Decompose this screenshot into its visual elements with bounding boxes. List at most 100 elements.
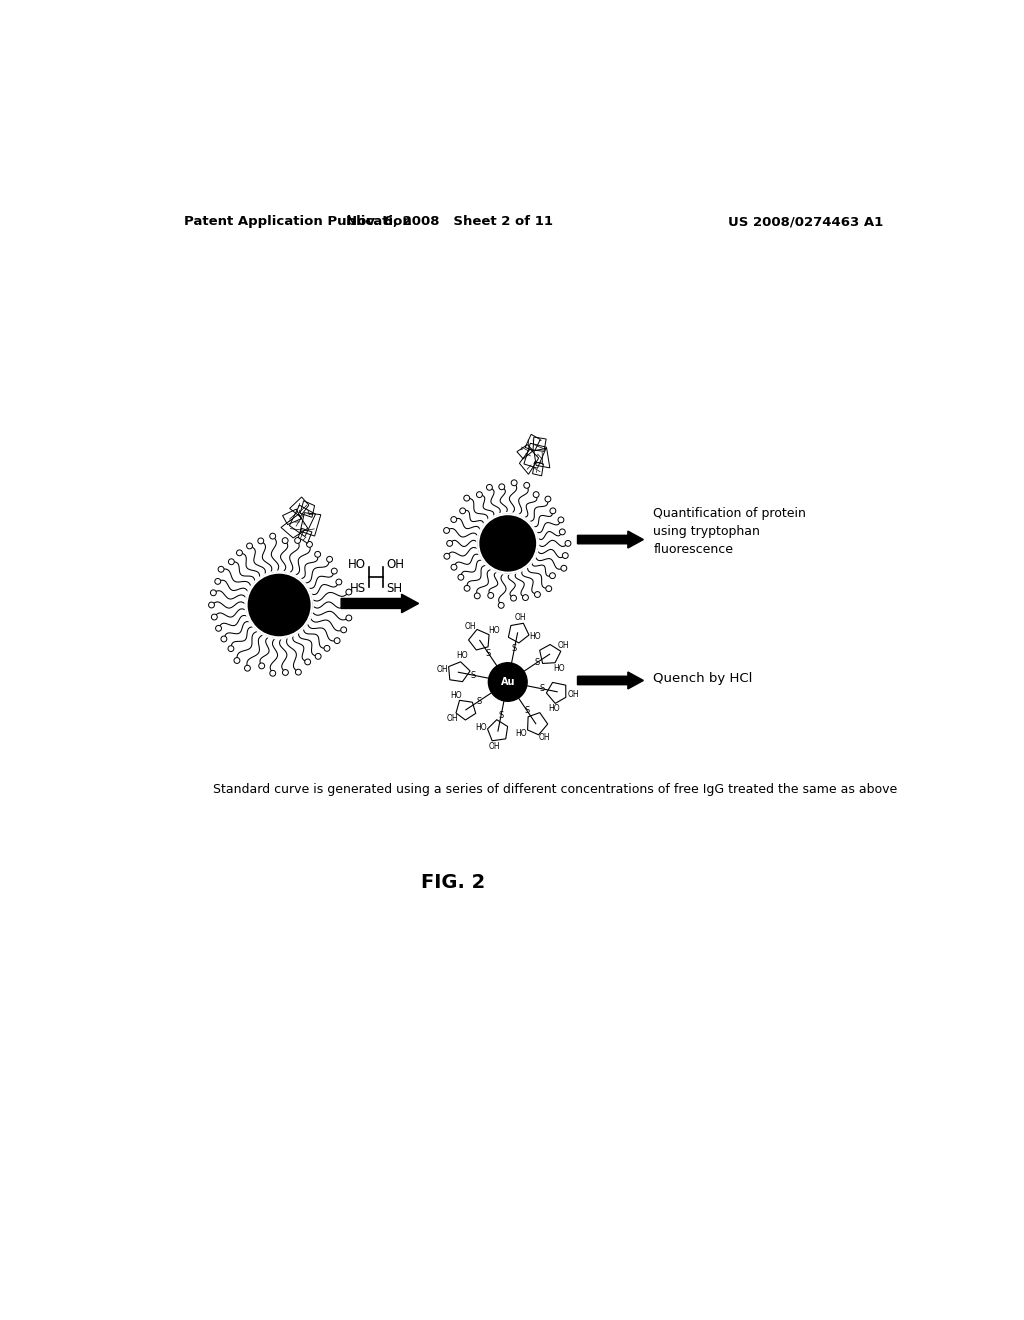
Circle shape [305,659,310,665]
Circle shape [341,627,346,632]
Circle shape [237,550,243,556]
FancyArrow shape [341,594,419,612]
Circle shape [487,593,494,598]
Circle shape [258,539,264,544]
Text: Au: Au [501,677,515,686]
Circle shape [336,579,342,585]
Circle shape [283,537,288,544]
Circle shape [315,653,322,659]
Circle shape [215,578,221,585]
Circle shape [295,537,301,544]
Circle shape [327,557,333,562]
Circle shape [269,671,275,676]
Circle shape [234,657,240,664]
Polygon shape [519,449,539,474]
Text: HO: HO [553,664,565,673]
Circle shape [228,558,234,565]
Polygon shape [300,512,321,536]
Text: OH: OH [465,623,476,631]
Polygon shape [283,510,301,524]
Circle shape [346,615,352,620]
Text: FIG. 2: FIG. 2 [421,873,485,892]
Circle shape [443,528,450,533]
Circle shape [464,585,470,591]
Circle shape [561,565,567,572]
Text: S: S [471,671,476,680]
Circle shape [314,552,321,557]
Circle shape [334,638,340,644]
Circle shape [477,512,539,574]
Circle shape [346,589,352,595]
Circle shape [486,484,493,490]
Circle shape [451,564,457,570]
Circle shape [524,482,529,488]
Circle shape [306,541,312,548]
Text: OH: OH [436,664,449,673]
Circle shape [332,568,337,574]
Polygon shape [281,515,308,539]
FancyArrow shape [578,672,643,689]
Text: HO: HO [528,632,541,640]
Polygon shape [534,449,550,467]
Polygon shape [300,500,314,517]
Text: HO: HO [348,557,366,570]
Circle shape [559,529,565,535]
Circle shape [550,573,555,578]
Text: S: S [499,711,504,721]
Circle shape [247,573,311,638]
Circle shape [546,586,552,591]
Polygon shape [298,528,312,544]
Circle shape [511,595,516,601]
Circle shape [511,480,517,486]
Text: HO: HO [451,690,462,700]
Circle shape [460,508,466,513]
Text: OH: OH [488,742,501,751]
Polygon shape [524,444,547,469]
Circle shape [295,669,301,675]
Text: HO: HO [456,651,468,660]
Text: HO: HO [475,723,486,733]
Text: S: S [476,697,481,706]
Polygon shape [534,437,546,451]
Circle shape [283,669,289,676]
Text: OH: OH [539,733,551,742]
Circle shape [565,540,571,546]
Circle shape [562,553,568,558]
Polygon shape [517,445,534,459]
Circle shape [558,517,564,523]
Circle shape [478,515,538,573]
Circle shape [488,663,527,701]
Circle shape [545,496,551,502]
Polygon shape [532,462,544,475]
Circle shape [550,508,556,513]
Polygon shape [525,434,541,451]
Text: Standard curve is generated using a series of different concentrations of free I: Standard curve is generated using a seri… [213,783,897,796]
Text: Nov. 6, 2008   Sheet 2 of 11: Nov. 6, 2008 Sheet 2 of 11 [346,215,553,228]
Circle shape [218,566,224,572]
Text: HO: HO [515,729,527,738]
Circle shape [476,492,482,498]
Circle shape [209,602,214,609]
Text: OH: OH [446,714,458,723]
Circle shape [474,593,480,599]
Text: S: S [540,684,545,693]
Text: OH: OH [515,612,526,622]
Polygon shape [290,506,315,537]
Circle shape [522,594,528,601]
Circle shape [247,543,253,549]
Text: S: S [524,706,529,715]
Text: OH: OH [567,690,579,700]
Circle shape [535,591,541,598]
Circle shape [245,665,251,671]
Circle shape [444,553,450,560]
Text: OH: OH [557,640,569,649]
Circle shape [269,533,275,539]
Circle shape [259,663,264,669]
Circle shape [245,572,313,639]
Text: HO: HO [488,626,500,635]
Text: S: S [512,644,517,652]
FancyArrow shape [578,531,643,548]
Text: US 2008/0274463 A1: US 2008/0274463 A1 [728,215,884,228]
Text: Quantification of protein
using tryptophan
fluorescence: Quantification of protein using tryptoph… [653,507,806,556]
Polygon shape [290,498,309,516]
